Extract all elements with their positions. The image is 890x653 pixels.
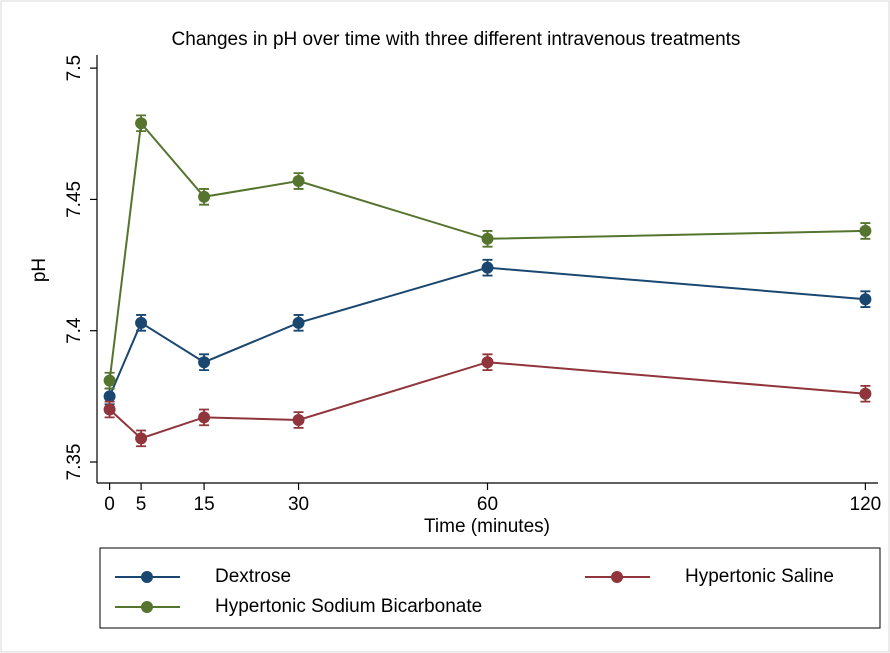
legend-label: Hypertonic Saline: [685, 566, 834, 587]
marker: [198, 356, 211, 369]
marker: [859, 387, 872, 400]
marker: [292, 175, 305, 188]
marker: [135, 432, 148, 445]
legend-label: Hypertonic Sodium Bicarbonate: [215, 596, 482, 617]
x-tick-label: 0: [104, 494, 115, 515]
marker: [135, 316, 148, 329]
x-tick-label: 15: [194, 494, 215, 515]
legend-label: Dextrose: [215, 566, 291, 587]
y-tick-label: 7.4: [64, 317, 85, 344]
series-line: [108, 266, 866, 397]
x-tick-label: 120: [850, 494, 882, 515]
series-line: [108, 120, 866, 381]
marker: [103, 390, 116, 403]
legend-marker: [141, 571, 153, 583]
y-axis-label: pH: [29, 258, 50, 282]
x-tick-label: 30: [288, 494, 309, 515]
marker: [198, 411, 211, 424]
y-tick-label: 7.5: [64, 55, 85, 81]
chart-title: Changes in pH over time with three diffe…: [172, 29, 741, 50]
marker: [292, 316, 305, 329]
marker: [292, 413, 305, 426]
marker: [135, 117, 148, 130]
marker: [859, 293, 872, 306]
y-tick-label: 7.35: [64, 444, 85, 481]
marker: [103, 403, 116, 416]
marker: [103, 374, 116, 387]
marker: [198, 190, 211, 203]
x-axis-label: Time (minutes): [424, 516, 550, 537]
marker: [481, 261, 494, 274]
x-tick-label: 5: [136, 494, 147, 515]
y-tick-label: 7.45: [64, 181, 85, 218]
legend-marker: [611, 571, 623, 583]
marker: [481, 232, 494, 245]
marker: [481, 356, 494, 369]
x-tick-label: 60: [477, 494, 498, 515]
marker: [859, 224, 872, 237]
legend-box: [99, 547, 881, 629]
legend-marker: [141, 601, 153, 613]
series-line: [108, 361, 866, 440]
